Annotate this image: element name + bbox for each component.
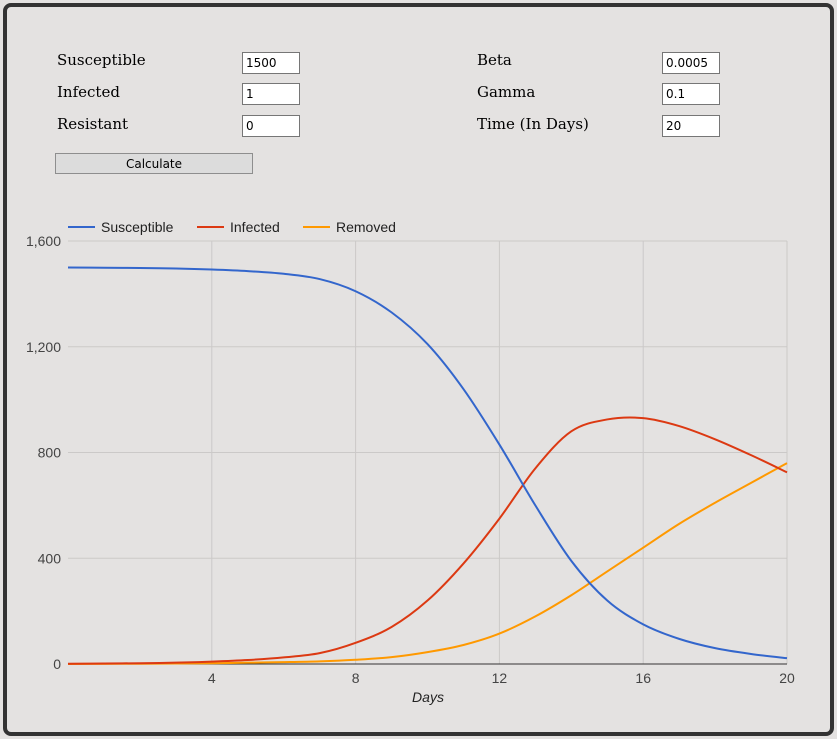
y-tick-label: 1,600 xyxy=(26,233,61,249)
y-tick-label: 400 xyxy=(38,550,62,566)
series-line-susceptible xyxy=(67,266,788,660)
gamma-input[interactable] xyxy=(662,83,720,105)
x-tick-label: 4 xyxy=(208,670,216,686)
chart-gridlines xyxy=(68,240,788,664)
chart-axes: 0 400 800 1,200 1,600 4 8 12 16 20 xyxy=(26,233,795,686)
susceptible-label: Susceptible xyxy=(57,51,146,69)
y-tick-label: 800 xyxy=(38,445,62,461)
x-tick-label: 8 xyxy=(352,670,360,686)
series-line-infected xyxy=(67,416,788,665)
infected-label: Infected xyxy=(57,83,120,101)
time-label: Time (In Days) xyxy=(477,115,589,133)
infected-input[interactable] xyxy=(242,83,300,105)
chart-series xyxy=(67,266,788,665)
resistant-label: Resistant xyxy=(57,115,129,133)
series-line-removed xyxy=(67,462,788,665)
resistant-input[interactable] xyxy=(242,115,300,137)
y-tick-label: 0 xyxy=(53,656,61,672)
x-tick-label: 20 xyxy=(779,670,795,686)
x-tick-label: 16 xyxy=(635,670,651,686)
legend-label-removed: Removed xyxy=(336,219,396,235)
chart-legend: Susceptible Infected Removed xyxy=(68,219,396,235)
x-axis-title: Days xyxy=(412,689,444,705)
calculate-button[interactable]: Calculate xyxy=(55,153,253,174)
y-tick-label: 1,200 xyxy=(26,339,61,355)
gamma-label: Gamma xyxy=(477,83,536,101)
legend-label-infected: Infected xyxy=(230,219,280,235)
susceptible-input[interactable] xyxy=(242,52,300,74)
beta-input[interactable] xyxy=(662,52,720,74)
legend-label-susceptible: Susceptible xyxy=(101,219,174,235)
beta-label: Beta xyxy=(477,51,512,69)
time-input[interactable] xyxy=(662,115,720,137)
x-tick-label: 12 xyxy=(492,670,508,686)
